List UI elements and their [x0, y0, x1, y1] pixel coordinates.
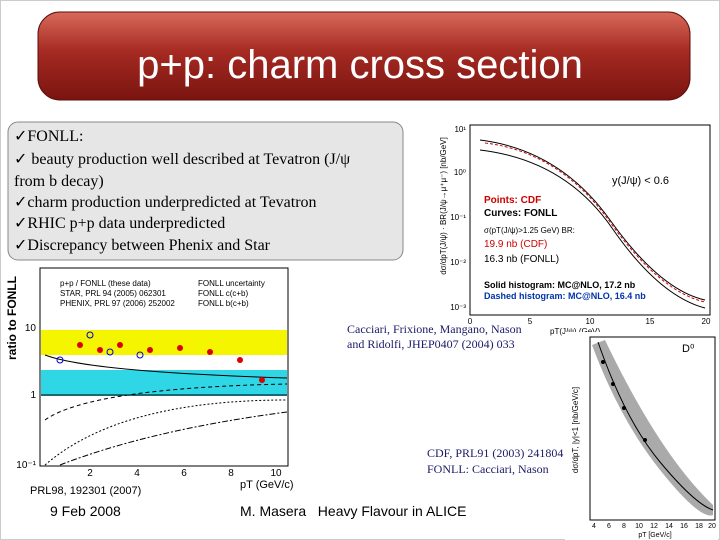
y-axis-label: ratio to FONLL: [5, 276, 19, 360]
x-tick-label: 12: [650, 523, 658, 530]
curve: [484, 142, 706, 303]
x-axis-label: pT (GeV/c): [240, 479, 294, 491]
legend-entry: FONLL c(c+b): [198, 289, 248, 298]
x-tick-label: 15: [646, 317, 655, 326]
x-tick-label: 10: [586, 317, 595, 326]
y-axis-label: dσ/dpT, |y|<1 [nb/GeV/c]: [571, 387, 580, 473]
citation: CDF, PRL91 (2003) 241804: [427, 446, 563, 460]
y-tick-label: 10: [25, 323, 37, 334]
note: Curves: FONLL: [484, 208, 557, 219]
band: [41, 330, 287, 355]
y-tick-label: 10⁻¹: [450, 213, 466, 222]
curve: [44, 354, 288, 379]
title-bar: [37, 11, 691, 101]
source: PRL98, 192301 (2007): [30, 485, 141, 497]
footer-author: M. Masera Heavy Flavour in ALICE: [240, 503, 466, 519]
curve: [44, 399, 288, 466]
x-tick-label: 8: [622, 523, 626, 530]
citation: FONLL: Cacciari, Nason: [427, 462, 549, 476]
note: σ(pT(J/ψ)>1.25 GeV) BR:: [484, 226, 575, 235]
y-tick-label: 10⁻¹: [16, 460, 36, 471]
bullet-box: [7, 121, 404, 261]
title: p+p: charm cross section: [137, 43, 583, 87]
citation: and Ridolfi, JHEP0407 (2004) 033: [347, 337, 515, 351]
curve: [479, 149, 706, 309]
plot-frame: [589, 336, 716, 521]
legend-entry: FONLL b(c+b): [198, 299, 249, 308]
plot-bg: [425, 122, 718, 330]
note: Points: CDF: [484, 195, 541, 206]
points: [56, 331, 144, 364]
top-right-plot: dσ/dpT(J/ψ) · BR(J/ψ→μ⁺μ⁻) [nb/GeV] 10¹ …: [425, 122, 718, 336]
band: [592, 340, 713, 516]
bullet: ✓ beauty production well described at Te…: [14, 151, 350, 168]
legend-entry: FONLL uncertainty: [198, 279, 265, 288]
x-tick-label: 4: [592, 523, 596, 530]
x-axis-label: pT(J/ψ) (GeV): [550, 327, 600, 336]
y-tick-label: 10⁻²: [450, 258, 466, 267]
points: [601, 360, 647, 442]
x-tick-label: 14: [665, 523, 673, 530]
x-tick-label: 4: [134, 468, 140, 479]
bullet: from b decay): [14, 173, 104, 190]
plot-frame: [469, 124, 711, 316]
x-tick-label: 16: [680, 523, 688, 530]
bullet: ✓Discrepancy between Phenix and Star: [14, 237, 271, 254]
x-tick-label: 6: [607, 523, 611, 530]
x-axis-label: pT [GeV/c]: [638, 532, 671, 539]
bullets: ✓FONLL: ✓ beauty production well describ…: [14, 128, 350, 254]
note: 19.9 nb (CDF): [484, 239, 547, 250]
footer-date: 9 Feb 2008: [50, 503, 121, 519]
y-tick-label: 10¹: [454, 125, 466, 134]
x-tick-label: 2: [87, 468, 93, 479]
x-tick-label: 10: [270, 468, 282, 479]
x-tick-label: 0: [468, 317, 473, 326]
curve: [59, 411, 288, 466]
legend-entry: STAR, PRL 94 (2005) 062301: [60, 289, 166, 298]
x-tick-label: 20: [702, 317, 711, 326]
curve: [597, 341, 714, 511]
note: Dashed histogram: MC@NLO, 16.4 nb: [484, 291, 646, 301]
legend-entry: p+p / FONLL (these data): [60, 279, 151, 288]
bottom-right-plot: D⁰ dσ/dpT, |y|<1 [nb/GeV/c] 4 6 8 10 12 …: [565, 332, 718, 540]
points: [77, 342, 265, 383]
bullet: ✓charm production underpredicted at Teva…: [14, 194, 317, 211]
x-tick-label: 18: [695, 523, 703, 530]
legend-entry: PHENIX, PRL 97 (2006) 252002: [60, 299, 175, 308]
x-tick-label: 5: [528, 317, 533, 326]
x-tick-label: 8: [228, 468, 234, 479]
bullet: ✓FONLL:: [14, 128, 83, 145]
y-axis-label: dσ/dpT(J/ψ) · BR(J/ψ→μ⁺μ⁻) [nb/GeV]: [439, 137, 448, 275]
y-tick-label: 1: [30, 390, 36, 401]
x-tick-label: 10: [635, 523, 643, 530]
left-plot: ratio to FONLL 10 1 10⁻¹ 2 4 6 8 10 pT (…: [5, 267, 294, 497]
y-tick-label: 10⁻³: [450, 303, 466, 312]
citation: Cacciari, Frixione, Mangano, Nason: [347, 322, 522, 336]
plot-frame: [39, 267, 289, 467]
x-tick-label: 20: [708, 523, 716, 530]
band: [41, 370, 287, 396]
note: 16.3 nb (FONLL): [484, 254, 559, 265]
y-tick-label: 10⁰: [454, 168, 466, 177]
bullet: ✓RHIC p+p data underpredicted: [14, 215, 225, 232]
note: Solid histogram: MC@NLO, 17.2 nb: [484, 280, 636, 290]
label: D⁰: [682, 343, 695, 355]
note: y(J/ψ) < 0.6: [612, 175, 669, 187]
x-tick-label: 6: [181, 468, 187, 479]
curve: [479, 139, 706, 301]
